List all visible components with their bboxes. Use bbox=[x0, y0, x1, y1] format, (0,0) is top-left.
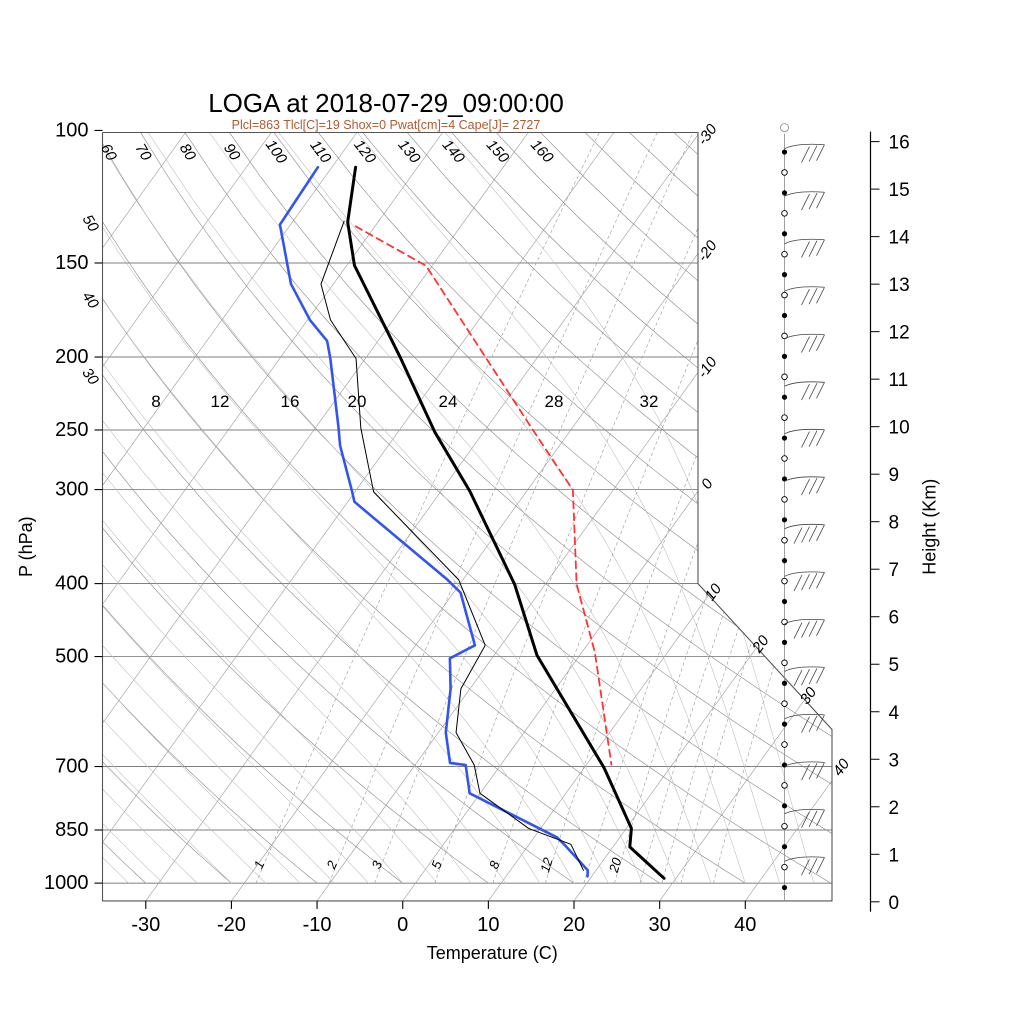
svg-text:32: 32 bbox=[640, 392, 659, 411]
svg-text:28: 28 bbox=[545, 392, 564, 411]
svg-text:0: 0 bbox=[889, 893, 900, 914]
svg-text:40: 40 bbox=[734, 914, 756, 936]
svg-text:15: 15 bbox=[889, 180, 910, 201]
svg-text:300: 300 bbox=[55, 479, 88, 501]
svg-text:850: 850 bbox=[55, 819, 88, 841]
svg-text:LOGA at 2018-07-29_09:00:00: LOGA at 2018-07-29_09:00:00 bbox=[208, 88, 564, 118]
svg-text:Plcl=863 Tlcl[C]=19 Shox=0 Pwa: Plcl=863 Tlcl[C]=19 Shox=0 Pwat[cm]=4 Ca… bbox=[232, 118, 541, 132]
svg-text:10: 10 bbox=[889, 418, 910, 439]
svg-text:P (hPa): P (hPa) bbox=[16, 516, 36, 577]
svg-text:20: 20 bbox=[563, 914, 585, 936]
svg-text:16: 16 bbox=[281, 392, 300, 411]
svg-text:30: 30 bbox=[649, 914, 671, 936]
svg-text:20: 20 bbox=[348, 392, 367, 411]
svg-text:24: 24 bbox=[439, 392, 458, 411]
svg-text:16: 16 bbox=[889, 133, 910, 154]
svg-text:200: 200 bbox=[55, 346, 88, 368]
svg-text:-20: -20 bbox=[217, 914, 246, 936]
svg-text:-30: -30 bbox=[131, 914, 160, 936]
svg-text:9: 9 bbox=[889, 465, 900, 486]
svg-text:1: 1 bbox=[889, 845, 900, 866]
svg-text:7: 7 bbox=[889, 560, 900, 581]
svg-text:4: 4 bbox=[889, 703, 900, 724]
svg-text:8: 8 bbox=[889, 513, 900, 534]
svg-text:2: 2 bbox=[889, 798, 900, 819]
svg-text:0: 0 bbox=[397, 914, 408, 936]
svg-text:12: 12 bbox=[889, 323, 910, 344]
svg-text:250: 250 bbox=[55, 419, 88, 441]
svg-text:-10: -10 bbox=[303, 914, 332, 936]
svg-text:400: 400 bbox=[55, 573, 88, 595]
svg-text:12: 12 bbox=[211, 392, 230, 411]
svg-text:700: 700 bbox=[55, 756, 88, 778]
svg-text:13: 13 bbox=[889, 275, 910, 296]
svg-text:3: 3 bbox=[889, 750, 900, 771]
svg-text:150: 150 bbox=[55, 252, 88, 274]
svg-text:Height (Km): Height (Km) bbox=[920, 479, 940, 575]
svg-text:6: 6 bbox=[889, 608, 900, 629]
svg-text:Temperature (C): Temperature (C) bbox=[427, 943, 558, 963]
svg-text:11: 11 bbox=[889, 370, 909, 391]
svg-text:500: 500 bbox=[55, 646, 88, 668]
svg-text:5: 5 bbox=[889, 655, 900, 676]
svg-text:100: 100 bbox=[55, 119, 88, 141]
svg-text:1000: 1000 bbox=[44, 872, 89, 894]
svg-text:14: 14 bbox=[889, 228, 911, 249]
svg-text:8: 8 bbox=[151, 392, 160, 411]
svg-text:10: 10 bbox=[477, 914, 499, 936]
